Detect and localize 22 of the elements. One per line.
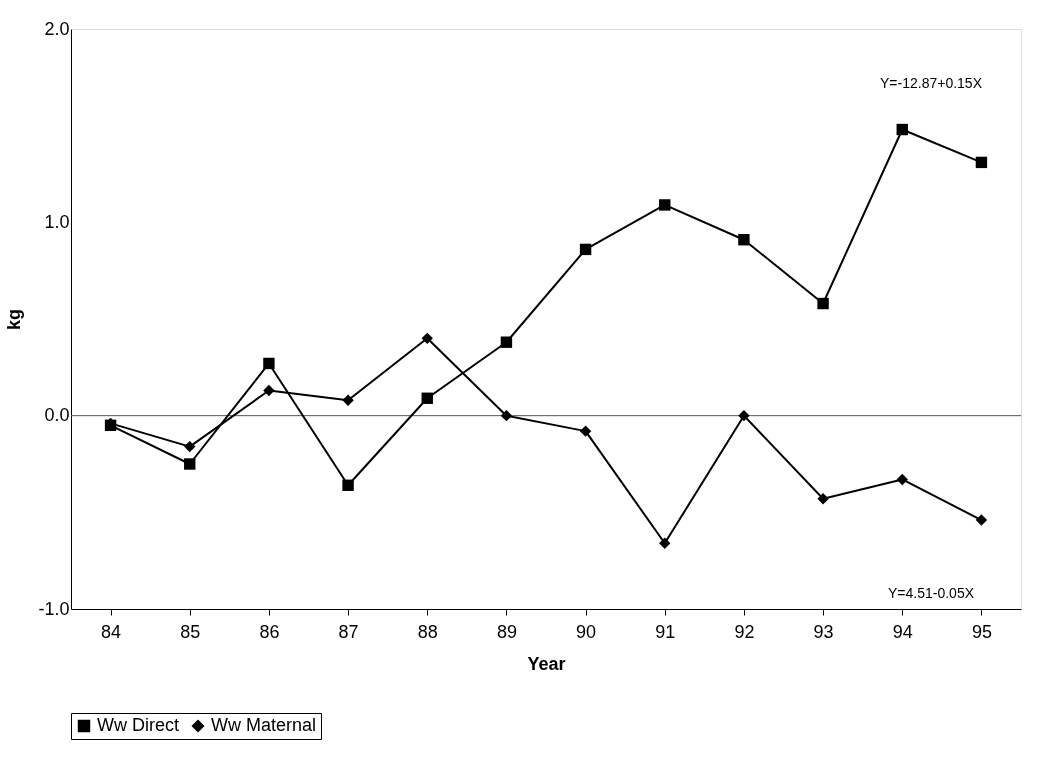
y-tick-label: -1.0 — [38, 598, 70, 619]
x-tick-label: 85 — [180, 621, 201, 642]
annotation: Y=-12.87+0.15X — [880, 75, 983, 91]
legend-label: Ww Direct — [97, 715, 179, 735]
x-tick-label: 86 — [259, 621, 280, 642]
x-tick-label: 93 — [813, 621, 834, 642]
x-tick-label: 94 — [892, 621, 913, 642]
y-tick-label: 0.0 — [44, 405, 70, 426]
x-tick-label: 92 — [734, 621, 755, 642]
annotation: Y=4.51-0.05X — [887, 585, 975, 601]
y-axis-title: kg — [4, 308, 25, 331]
x-tick-label: 89 — [496, 621, 517, 642]
x-tick-label: 84 — [101, 621, 122, 642]
y-tick-label: 2.0 — [44, 18, 70, 39]
x-tick-label: 90 — [576, 621, 597, 642]
x-tick-label: 87 — [338, 621, 359, 642]
x-tick-label: 91 — [655, 621, 676, 642]
legend-label: Ww Maternal — [211, 715, 317, 735]
x-tick-label: 88 — [417, 621, 438, 642]
y-tick-label: 1.0 — [44, 211, 70, 232]
x-axis-title: Year — [527, 653, 566, 674]
x-tick-label: 95 — [971, 621, 992, 642]
